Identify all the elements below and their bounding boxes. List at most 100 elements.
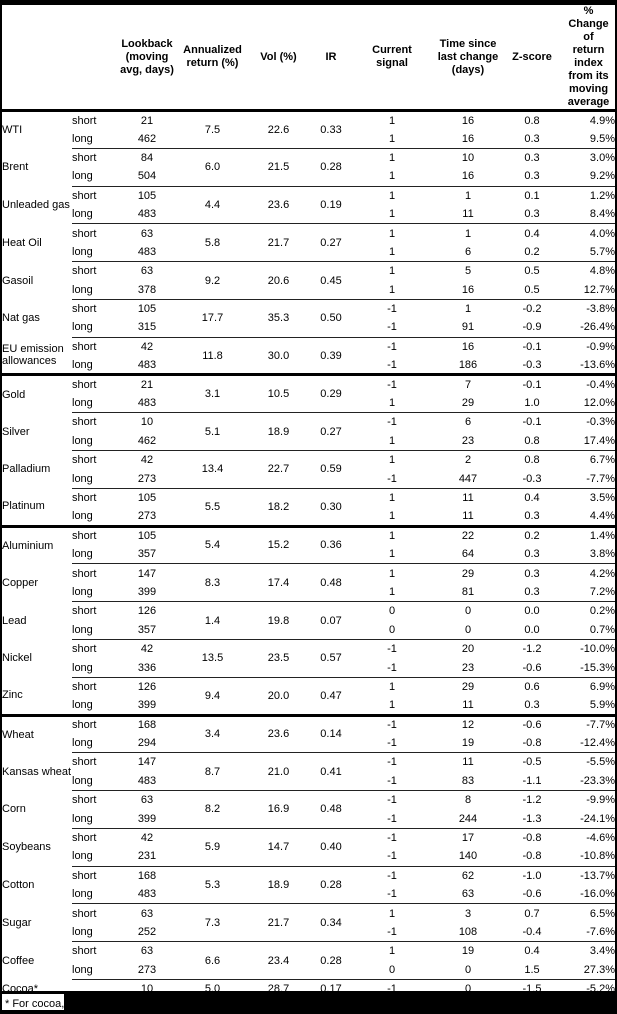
commodity-name-cell: Nat gas [2, 312, 40, 325]
table-row: Gold short 21 3.1 10.5 0.29 -1 7 -0.1 -0.4% [2, 373, 615, 413]
time-since-cell: 7 [434, 373, 502, 394]
pct-change-cell: -13.7% [562, 865, 615, 886]
zscore-cell: -0.6 [522, 888, 542, 901]
vol-cell: 18.2 [245, 487, 312, 527]
lookback-cell: 399 [137, 812, 157, 825]
table-row: long 273 1 11 0.3 4.4% [2, 507, 615, 526]
lookback-cell: 126 [114, 601, 180, 621]
pct-change-cell: 27.3% [583, 963, 615, 976]
commodity-name-cell: Copper [2, 576, 39, 589]
time-since-cell: 0 [434, 601, 502, 621]
pct-change-cell: -12.4% [580, 737, 615, 750]
time-since-cell: 447 [458, 472, 478, 485]
zscore-cell: 0.4 [502, 223, 562, 243]
commodity-name-cell: Coffee [2, 954, 35, 967]
time-since-cell: 0 [464, 623, 472, 636]
column-header-ann: Annualized return (%) [180, 5, 245, 112]
leg-cell: short [72, 223, 114, 243]
signal-cell: -1 [387, 661, 397, 674]
lookback-cell: 252 [137, 925, 157, 938]
pct-change-cell: -16.0% [580, 888, 615, 901]
signal-cell: 1 [350, 147, 434, 168]
table-row: Cotton short 168 5.3 18.9 0.28 -1 62 -1.0 -13.7% [2, 865, 615, 904]
lookback-cell: 147 [114, 563, 180, 583]
commodity-name-cell: Brent [2, 161, 29, 174]
time-since-cell: 19 [461, 737, 475, 750]
pct-change-cell: 6.7% [562, 450, 615, 470]
table-row: long 273 -1 447 -0.3 -7.7% [2, 469, 615, 488]
leg-cell: long [72, 283, 93, 296]
ir-cell: 0.34 [312, 903, 350, 942]
vol-cell: 23.6 [245, 185, 312, 224]
zscore-cell: 0.3 [524, 509, 540, 522]
signal-cell: -1 [387, 774, 397, 787]
lookback-cell: 84 [114, 147, 180, 168]
leg-cell: short [72, 638, 114, 659]
signal-cell: 1 [388, 434, 396, 447]
time-since-cell: 19 [434, 941, 502, 961]
table-row: long 252 -1 108 -0.4 -7.6% [2, 923, 615, 942]
zscore-cell: 0.4 [502, 941, 562, 961]
commodity-name-cell: Nickel [2, 652, 32, 665]
pct-change-cell: 6.5% [562, 903, 615, 923]
lookback-cell: 105 [114, 185, 180, 205]
pct-change-cell: -7.7% [586, 472, 615, 485]
vol-cell: 35.3 [245, 298, 312, 338]
zscore-cell: -0.2 [502, 298, 562, 319]
lookback-cell: 147 [114, 752, 180, 772]
zscore-cell: 0.6 [502, 676, 562, 697]
vol-cell: 18.9 [245, 865, 312, 904]
pct-change-cell: 3.5% [562, 487, 615, 508]
time-since-cell: 20 [434, 638, 502, 659]
pct-change-cell: -26.4% [580, 321, 615, 334]
lookback-cell: 63 [114, 223, 180, 243]
leg-cell: long [72, 358, 93, 371]
zscore-cell: -0.6 [522, 661, 542, 674]
commodity-name-cell: Cotton [2, 879, 35, 892]
header-row: Lookback (moving avg, days) Annualized re… [2, 5, 615, 112]
lookback-cell: 462 [137, 434, 157, 447]
zscore-cell: 0.2 [502, 524, 562, 545]
zscore-cell: 0.2 [524, 245, 540, 258]
signal-cell: 1 [350, 903, 434, 923]
table-row: long 399 1 11 0.3 5.9% [2, 696, 615, 715]
table-row: Wheat short 168 3.4 23.6 0.14 -1 12 -0.6 -7.7% [2, 713, 615, 753]
zscore-cell: -1.2 [502, 790, 562, 810]
vol-cell: 20.6 [245, 261, 312, 300]
vol-cell: 14.7 [245, 827, 312, 867]
time-since-cell: 6 [434, 412, 502, 432]
zscore-cell: -1.2 [502, 638, 562, 659]
lookback-cell: 294 [137, 737, 157, 750]
lookback-cell: 63 [114, 790, 180, 810]
zscore-cell: -0.8 [522, 737, 542, 750]
commodity-name-cell: Gold [2, 373, 72, 413]
table-row: long 483 -1 186 -0.3 -13.6% [2, 356, 615, 375]
signal-cell: -1 [350, 865, 434, 886]
signal-cell: 1 [350, 185, 434, 205]
time-since-cell: 22 [434, 524, 502, 545]
signal-cell: -1 [387, 472, 397, 485]
lookback-cell: 105 [114, 487, 180, 508]
leg-cell: long [72, 623, 93, 636]
table-row: Nat gas short 105 17.7 35.3 0.50 -1 1 -0.2 -3.8% [2, 298, 615, 338]
zscore-cell: -0.3 [522, 358, 542, 371]
ir-cell: 0.29 [312, 373, 350, 413]
leg-cell: short [72, 109, 114, 130]
signal-cell: -1 [387, 925, 397, 938]
time-since-cell: 8 [434, 790, 502, 810]
leg-cell: long [72, 888, 93, 901]
table-row: Soybeans short 42 5.9 14.7 0.40 -1 17 -0.8 -4.6% [2, 827, 615, 867]
pct-change-cell: 5.9% [589, 698, 615, 711]
signal-cell: -1 [350, 412, 434, 432]
signal-cell: 1 [350, 941, 434, 961]
table-row: Palladium short 42 13.4 22.7 0.59 1 2 0.8 6.7% [2, 450, 615, 489]
signal-cell: 1 [350, 524, 434, 545]
leg-cell: long [72, 963, 93, 976]
pct-change-cell: 4.4% [589, 509, 615, 522]
leg-cell: long [72, 774, 93, 787]
leg-cell: short [72, 450, 114, 470]
zscore-cell: -1.0 [502, 865, 562, 886]
pct-change-cell: -5.5% [562, 752, 615, 772]
vol-cell: 21.0 [245, 752, 312, 791]
time-since-cell: 17 [434, 827, 502, 848]
